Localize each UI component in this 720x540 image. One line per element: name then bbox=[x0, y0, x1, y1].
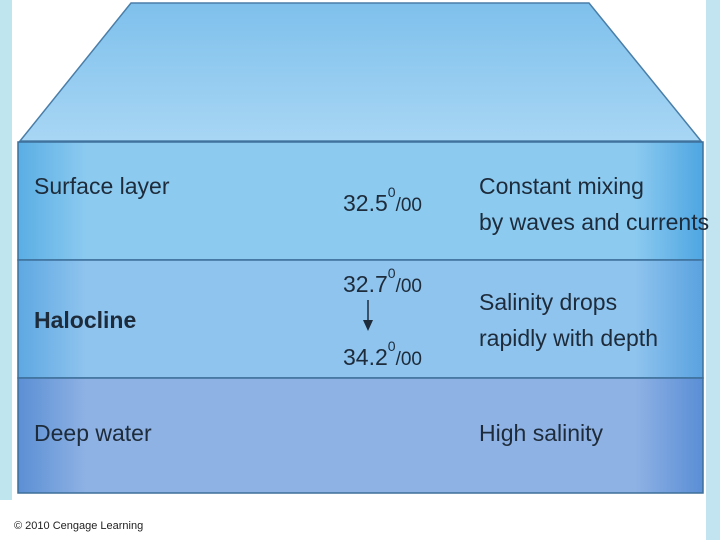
layer-name: Deep water bbox=[34, 420, 152, 446]
top-face bbox=[18, 2, 703, 142]
description: rapidly with depth bbox=[479, 325, 658, 351]
description: Constant mixing bbox=[479, 173, 644, 199]
halocline-layer bbox=[17, 259, 704, 379]
description: Salinity drops bbox=[479, 289, 617, 315]
layer-name: Halocline bbox=[34, 307, 136, 333]
side-strip bbox=[706, 0, 720, 540]
credit: © 2010 Cengage Learning bbox=[14, 520, 143, 532]
layer-name: Surface layer bbox=[34, 173, 170, 199]
surface-layer bbox=[17, 141, 704, 261]
description: High salinity bbox=[479, 420, 603, 446]
description: by waves and currents bbox=[479, 209, 709, 235]
deep-layer bbox=[17, 377, 704, 494]
salinity: 32.50/00 bbox=[343, 184, 422, 216]
salinity: 32.70/00 bbox=[343, 265, 422, 297]
arrow-head bbox=[363, 320, 373, 331]
salinity: 34.20/00 bbox=[343, 338, 422, 370]
side-strip bbox=[0, 0, 12, 500]
